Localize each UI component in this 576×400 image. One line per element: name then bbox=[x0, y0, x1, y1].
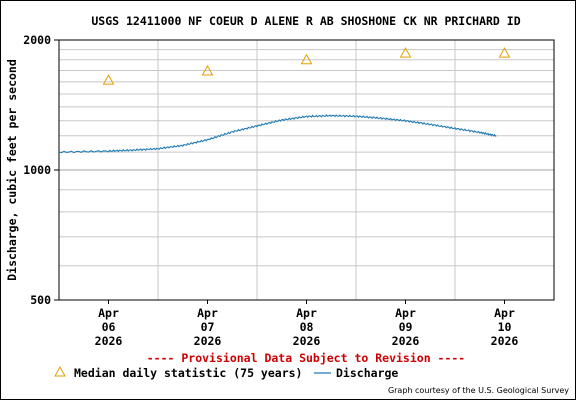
credit-text: Graph courtesy of the U.S. Geological Su… bbox=[388, 386, 569, 395]
x-tick-year: 2026 bbox=[491, 334, 519, 348]
y-tick-label: 2000 bbox=[23, 33, 51, 47]
discharge-line bbox=[58, 114, 497, 154]
x-tick-month: Apr bbox=[296, 306, 317, 320]
y-tick-label: 500 bbox=[30, 293, 51, 307]
x-tick-day: 10 bbox=[498, 320, 512, 334]
median-point bbox=[300, 53, 313, 65]
legend-discharge-label: Discharge bbox=[336, 366, 398, 380]
x-tick-month: Apr bbox=[494, 306, 515, 320]
x-tick-month: Apr bbox=[197, 306, 218, 320]
chart-title: USGS 12411000 NF COEUR D ALENE R AB SHOS… bbox=[91, 14, 520, 28]
provisional-warning: ---- Provisional Data Subject to Revisio… bbox=[147, 351, 466, 365]
median-point bbox=[498, 47, 511, 58]
y-axis-label: Discharge, cubic feet per second bbox=[5, 59, 19, 281]
y-tick-label: 1000 bbox=[23, 163, 51, 177]
x-tick-year: 2026 bbox=[293, 334, 321, 348]
x-tick-year: 2026 bbox=[95, 334, 123, 348]
legend: Median daily statistic (75 years) Discha… bbox=[54, 365, 398, 380]
legend-median-label: Median daily statistic (75 years) bbox=[74, 366, 302, 380]
x-tick-year: 2026 bbox=[392, 334, 420, 348]
x-tick-year: 2026 bbox=[194, 334, 222, 348]
x-tick-month: Apr bbox=[98, 306, 119, 320]
x-tick-day: 07 bbox=[201, 320, 215, 334]
median-point bbox=[102, 74, 115, 85]
x-tick-day: 08 bbox=[300, 320, 314, 334]
x-tick-day: 06 bbox=[102, 320, 116, 334]
x-tick-month: Apr bbox=[395, 306, 416, 320]
grid bbox=[59, 40, 554, 300]
x-tick-day: 09 bbox=[399, 320, 413, 334]
median-point bbox=[201, 65, 214, 76]
legend-median-marker bbox=[54, 365, 66, 377]
y-axis: 500 1000 2000 bbox=[23, 33, 59, 307]
median-point bbox=[399, 47, 412, 58]
series-layer bbox=[58, 47, 511, 154]
x-axis: Apr062026Apr072026Apr082026Apr092026Apr1… bbox=[95, 300, 519, 348]
